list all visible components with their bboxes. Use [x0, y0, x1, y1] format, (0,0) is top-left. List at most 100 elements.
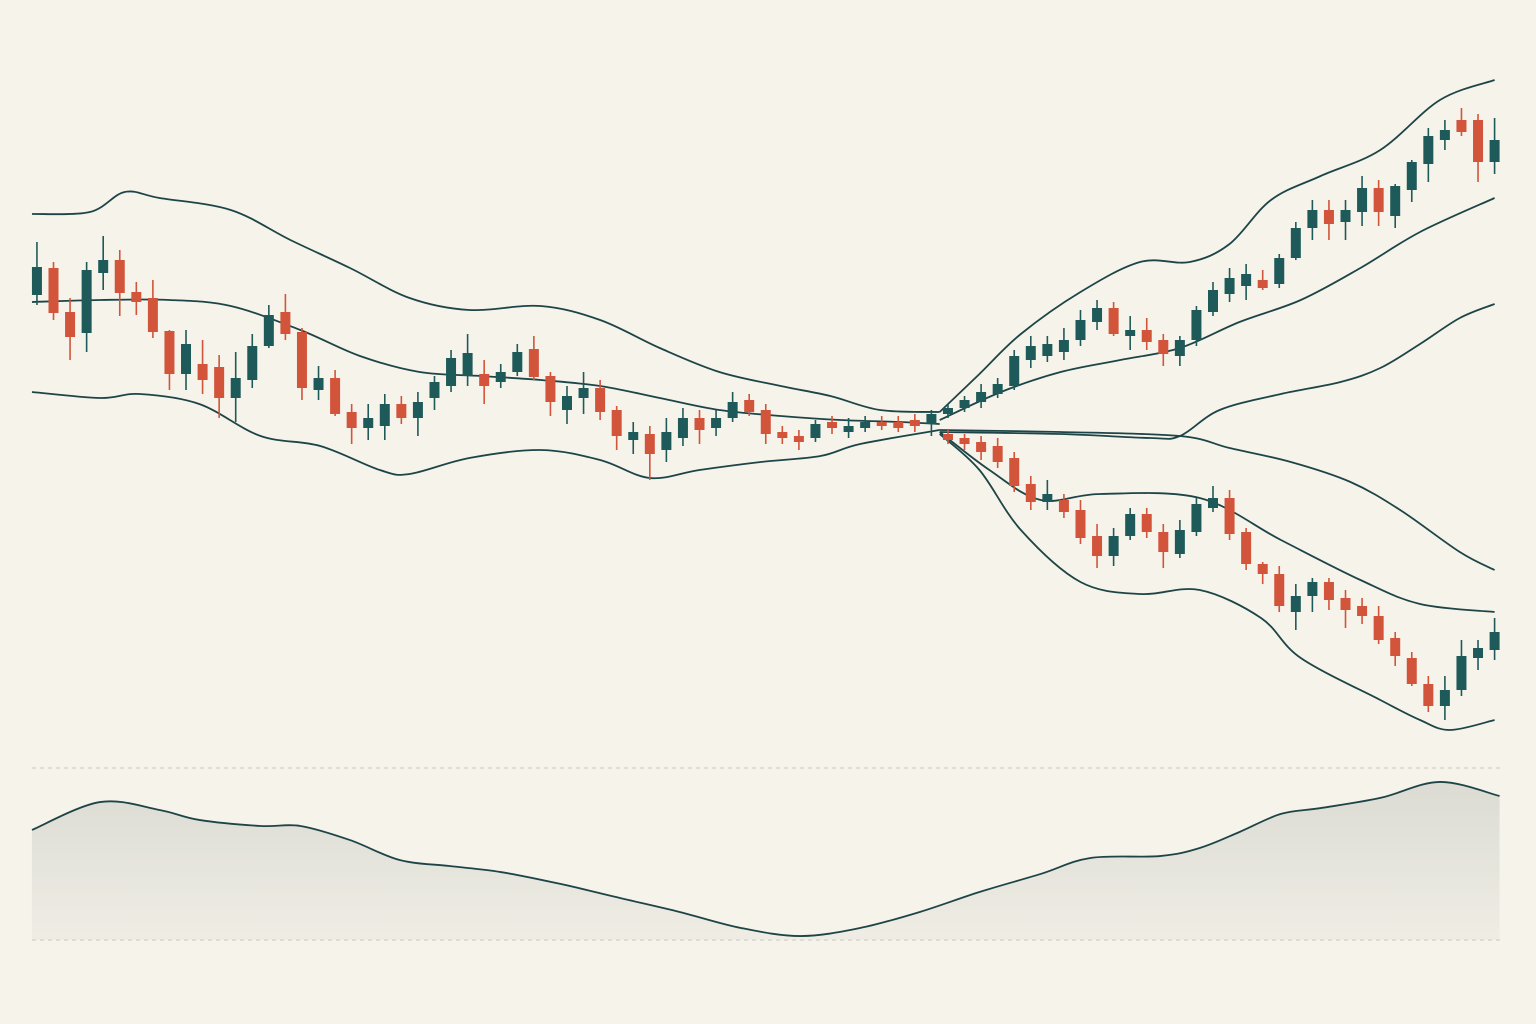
candle-body	[876, 422, 887, 426]
candle-body	[1406, 162, 1417, 190]
candle-body	[280, 312, 291, 334]
band-line	[939, 303, 1495, 440]
candle-body	[263, 315, 274, 346]
candle-body	[147, 298, 158, 332]
candle-body	[1025, 484, 1036, 502]
candle-body	[296, 332, 307, 388]
candle-body	[694, 418, 705, 430]
candle-body	[1241, 532, 1252, 564]
candle-body	[1307, 210, 1318, 228]
candle-body	[843, 426, 854, 432]
candle-body	[810, 424, 821, 438]
candle-body	[1290, 228, 1301, 258]
candle-body	[1092, 536, 1103, 556]
candle-body	[313, 378, 324, 390]
candle-body	[611, 410, 622, 436]
candle-body	[926, 414, 937, 424]
band-line	[939, 431, 1495, 613]
candle-body	[412, 402, 423, 418]
candle-body	[1473, 648, 1484, 658]
candle-body	[1390, 186, 1401, 216]
candle-body	[1191, 504, 1202, 532]
candle-body	[181, 344, 192, 374]
candle-body	[1009, 458, 1020, 486]
candle-body	[1141, 330, 1152, 342]
candle-body	[942, 434, 953, 440]
candle-body	[1340, 598, 1351, 610]
candle-body	[1125, 514, 1136, 536]
candle-body	[446, 358, 457, 386]
candle-body	[545, 376, 556, 402]
candle-body	[1158, 340, 1169, 354]
candle-body	[1257, 280, 1268, 288]
candle-body	[330, 378, 341, 414]
candle-body	[1191, 310, 1202, 340]
candle-body	[1473, 120, 1484, 162]
candle-body	[164, 331, 175, 374]
band-line	[31, 391, 940, 480]
area-fill	[31, 781, 1500, 940]
candle-body	[578, 388, 589, 398]
candle-body	[827, 422, 838, 428]
candle-body	[1423, 684, 1434, 706]
candle-body	[462, 353, 473, 376]
candle-body	[1357, 606, 1368, 616]
candle-body	[1207, 498, 1218, 508]
candle-body	[1439, 130, 1450, 140]
candle-body	[711, 418, 722, 428]
candle-body	[31, 267, 42, 295]
candle-body	[230, 378, 241, 398]
candle-body	[976, 392, 987, 402]
candle-body	[1290, 596, 1301, 612]
candle-body	[1075, 320, 1086, 340]
candle-body	[429, 382, 440, 398]
candle-body	[1373, 616, 1384, 640]
candle-body	[1158, 532, 1169, 552]
candle-body	[727, 402, 738, 418]
candle-body	[893, 422, 904, 428]
candle-body	[1323, 210, 1334, 224]
candle-body	[48, 268, 59, 313]
candle-body	[1489, 632, 1500, 650]
candle-body	[528, 349, 539, 377]
candle-body	[1108, 536, 1119, 556]
candle-body	[1406, 658, 1417, 684]
candle-body	[595, 388, 606, 412]
candle-body	[992, 446, 1003, 462]
candle-body	[777, 432, 788, 438]
band-line	[31, 190, 940, 413]
candle-body	[1108, 308, 1119, 334]
candle-body	[396, 404, 407, 418]
candle-body	[1141, 514, 1152, 532]
candle-body	[247, 346, 258, 380]
candle-body	[1174, 340, 1185, 356]
candle-body	[1489, 140, 1500, 162]
candle-body	[1207, 290, 1218, 312]
candle-body	[744, 400, 755, 412]
candle-body	[1307, 582, 1318, 596]
candle-body	[81, 270, 92, 333]
candle-body	[379, 404, 390, 426]
candle-body	[197, 364, 208, 380]
candle-body	[98, 260, 109, 273]
candle-body	[1224, 278, 1235, 294]
candle-body	[561, 396, 572, 410]
candle-body	[860, 422, 871, 428]
candle-body	[512, 352, 523, 372]
candle-body	[1274, 574, 1285, 606]
candle-body	[760, 410, 771, 434]
candle-body	[959, 400, 970, 408]
candle-body	[1241, 274, 1252, 286]
candle-body	[114, 260, 125, 293]
band-line	[939, 197, 1495, 421]
candle-body	[1025, 346, 1036, 360]
candle-body	[1058, 500, 1069, 512]
candle-body	[1390, 638, 1401, 656]
candle-body	[661, 432, 672, 450]
candle-body	[909, 420, 920, 426]
band-line	[939, 79, 1495, 413]
candle-body	[677, 418, 688, 438]
candle-body	[1423, 136, 1434, 164]
